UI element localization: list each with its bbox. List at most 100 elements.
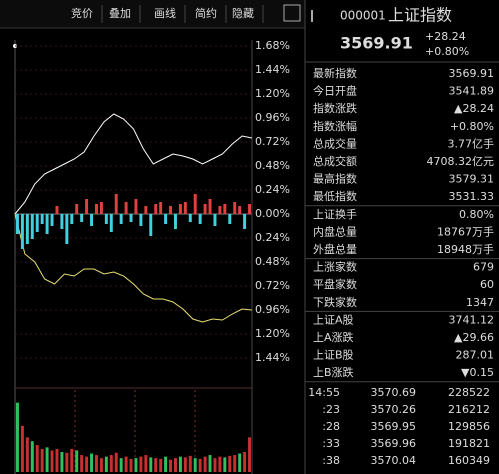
y-tick-label: 0.96% [255,303,290,316]
bar [50,450,54,472]
stat-label: 上证B股 [313,349,354,362]
stat-value: 3579.31 [449,173,495,186]
y-tick-label: 0.24% [255,231,290,244]
bar [144,455,148,472]
trade-price: 3570.69 [371,386,417,399]
bar [173,458,177,472]
stat-label: 平盘家数 [313,277,357,291]
bar [154,204,158,214]
bar [40,448,44,472]
bar [238,453,242,472]
bar [99,458,103,472]
bar [218,456,222,472]
toolbar-button[interactable]: 竞价 [71,6,93,20]
trade-price: 3570.26 [371,403,417,416]
stat-label: 上证A股 [313,313,354,326]
bar [169,206,173,214]
bar [213,458,217,472]
bar [65,452,69,472]
bar [60,451,64,472]
bar [198,214,202,224]
bar [85,456,89,472]
bar [109,214,113,232]
bar [45,214,49,234]
stat-value: ▼0.15 [461,366,494,379]
y-tick-label: 0.00% [255,207,290,220]
trade-price: 3570.04 [371,454,417,467]
bar [159,202,163,214]
y-tick-label: 0.96% [255,111,290,124]
y-tick-label: 1.44% [255,351,290,364]
stat-label: 上A涨跌 [313,330,354,344]
bar [30,214,34,239]
bar [15,214,19,234]
fullscreen-icon[interactable] [283,4,301,22]
toolbar-button[interactable]: 隐藏 [232,7,254,20]
bar [20,425,24,472]
bar [178,456,182,472]
toolbar-button[interactable]: 画线 [154,6,176,20]
bar [218,206,222,214]
trade-volume: 129856 [448,420,490,433]
bar [169,459,173,472]
stat-label: 总成交额 [313,154,357,168]
stat-value: 3531.33 [449,190,495,203]
bar [188,214,192,222]
stat-value: ▲29.66 [454,331,494,344]
stat-value: 3541.89 [449,85,495,98]
stat-value: 60 [480,278,494,291]
bar [35,445,39,472]
stat-value: 3741.12 [449,313,495,326]
bar [129,458,133,472]
toolbar-button[interactable]: 叠加 [109,7,131,20]
stat-value: 18948万手 [437,242,494,256]
stat-label: 最新指数 [313,66,357,80]
bar [70,448,74,472]
y-tick-label: 0.48% [255,159,290,172]
trade-volume: 160349 [448,454,490,467]
stat-label: 指数涨幅 [313,119,357,133]
stat-label: 总成交量 [313,136,357,150]
bar [114,452,118,472]
bar [243,451,247,472]
stat-value: +0.80% [450,120,494,133]
stat-value: 18767万手 [437,224,494,238]
stat-value: 1347 [466,296,494,309]
bar [50,214,54,226]
bar [80,455,84,472]
bar [94,455,98,472]
bar [30,441,34,472]
stat-value: 4708.32亿元 [427,155,495,168]
bar [80,214,84,222]
bar [139,456,143,472]
stock-code: 000001 [340,9,386,23]
bar [124,456,128,472]
bar [104,456,108,472]
bar [25,214,29,244]
bar [45,447,49,472]
bar [233,202,237,214]
bar [20,214,24,249]
stat-label: 指数涨跌 [313,101,357,115]
toolbar-button[interactable]: 简约 [195,6,217,20]
y-tick-label: 0.48% [255,255,290,268]
trade-time: :23 [322,403,340,416]
stat-value: ▲28.24 [454,102,494,115]
bar [173,214,177,229]
bar [149,457,153,472]
last-price: 3569.91 [340,34,413,53]
bar [213,214,217,226]
bar [99,202,103,214]
bar [75,450,79,472]
trade-price: 3569.95 [371,420,417,433]
bar [183,457,187,472]
bar [238,206,242,214]
bar [149,214,153,236]
bar [25,437,29,472]
y-tick-label: 0.24% [255,183,290,196]
stat-label: 内盘总量 [313,224,357,238]
trade-volume: 216212 [448,403,490,416]
bar [193,194,197,214]
